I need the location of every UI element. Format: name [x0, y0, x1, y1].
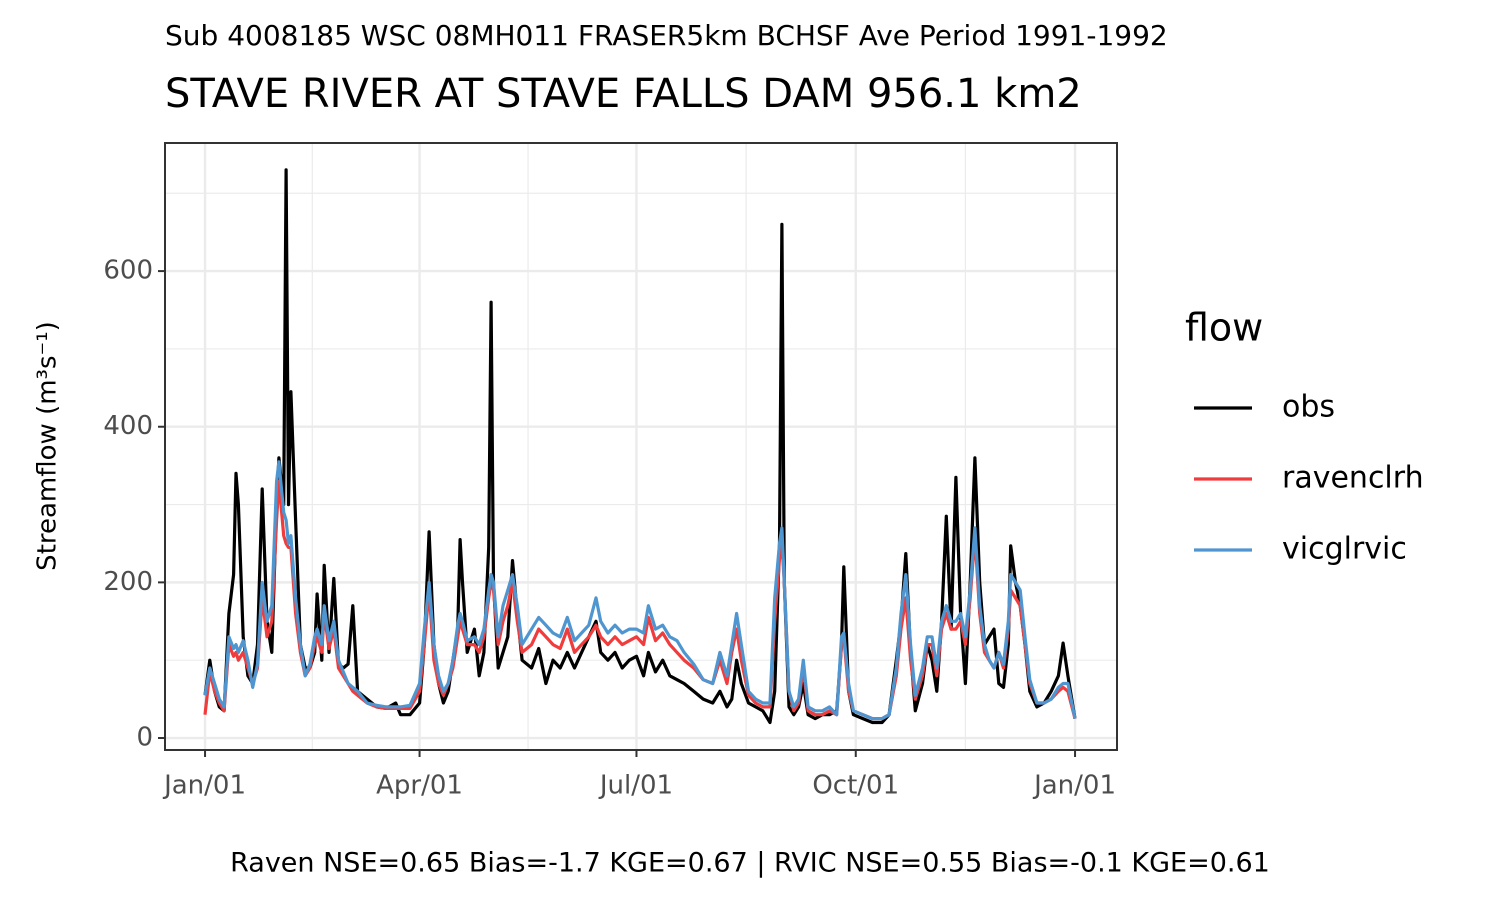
chart-subtitle: Sub 4008185 WSC 08MH011 FRASER5km BCHSF … — [165, 19, 1168, 52]
legend-label: obs — [1282, 390, 1335, 425]
x-tick-label: Jan/01 — [162, 771, 246, 801]
y-tick-label: 0 — [136, 723, 153, 753]
y-tick-label: 200 — [103, 567, 153, 597]
plot-border — [164, 142, 1118, 751]
x-tick-label: Apr/01 — [376, 771, 463, 801]
y-tick-label: 400 — [103, 411, 153, 441]
legend-title: flow — [1185, 306, 1263, 350]
y-tick-label: 600 — [103, 256, 153, 286]
x-tick-label: Jul/01 — [598, 771, 673, 801]
legend-label: vicglrvic — [1282, 532, 1407, 567]
footer-note: Raven NSE=0.65 Bias=-1.7 KGE=0.67 | RVIC… — [230, 848, 1270, 879]
x-tick-label: Oct/01 — [812, 771, 899, 801]
chart-title: STAVE RIVER AT STAVE FALLS DAM 956.1 km2 — [165, 71, 1082, 117]
series-line — [203, 460, 1077, 721]
x-tick-label: Jan/01 — [1032, 771, 1116, 801]
legend-label: ravenclrh — [1282, 461, 1424, 496]
y-axis-label: Streamflow (m³s⁻¹) — [33, 321, 63, 571]
